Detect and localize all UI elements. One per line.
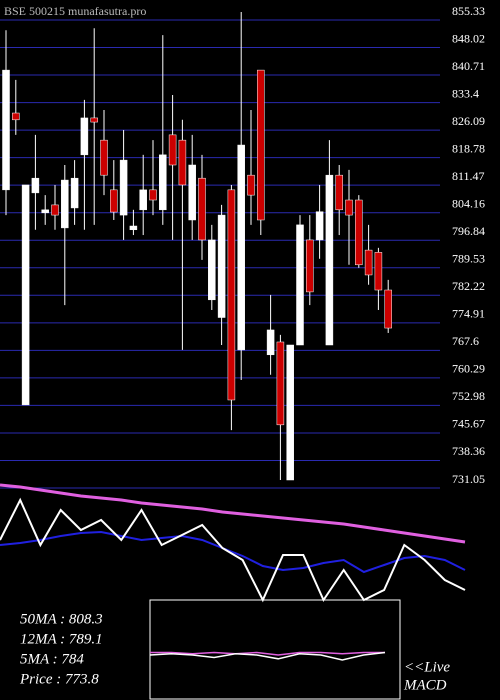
y-tick-label: 796.84: [452, 224, 485, 238]
candle-body: [100, 139, 108, 176]
candle-body: [178, 139, 187, 186]
candle-body: [335, 174, 343, 211]
candle-body: [364, 249, 373, 276]
y-tick-label: 738.36: [452, 444, 485, 458]
candle-body: [247, 174, 255, 196]
candle-body: [90, 117, 98, 123]
y-tick-label: 782.22: [452, 279, 485, 293]
candle-body: [325, 174, 334, 346]
candle-body: [198, 177, 206, 241]
y-tick-label: 760.29: [452, 362, 485, 376]
candle-body: [159, 154, 167, 211]
candle-body: [149, 189, 157, 201]
candle-body: [374, 252, 383, 291]
candle-body: [237, 144, 245, 351]
candle-body: [12, 112, 20, 121]
macd-line: [150, 651, 385, 656]
y-tick-label: 789.53: [452, 252, 485, 266]
macd-line: [149, 651, 386, 661]
y-tick-label: 745.67: [452, 417, 485, 431]
candle-body: [61, 179, 69, 229]
y-tick-label: 826.09: [452, 114, 485, 128]
candle-body: [286, 344, 294, 481]
candle-body: [80, 117, 89, 156]
y-tick-label: 833.4: [452, 86, 479, 100]
chart-title: BSE 500215 munafasutra.pro: [4, 4, 146, 18]
candle-body: [345, 199, 353, 216]
info-label: 5MA : 784: [20, 651, 84, 667]
info-label: 50MA : 808.3: [20, 611, 103, 627]
macd-box: [149, 599, 401, 700]
macd-label: MACD: [403, 677, 447, 693]
candle-body: [208, 239, 216, 301]
candle-body: [70, 177, 79, 209]
y-tick-label: 731.05: [452, 472, 485, 486]
candle-body: [276, 341, 285, 426]
candle-body: [217, 214, 226, 318]
candle-body: [119, 159, 128, 216]
y-tick-label: 767.6: [452, 334, 479, 348]
candle-body: [266, 329, 275, 356]
candle-body: [31, 177, 40, 194]
candle-body: [296, 224, 304, 346]
y-tick-label: 855.33: [452, 4, 485, 18]
y-tick-label: 811.47: [452, 169, 485, 183]
info-label: Price : 773.8: [19, 671, 99, 687]
candle-body: [139, 189, 147, 211]
candle-body: [110, 189, 118, 213]
candle-body: [384, 289, 392, 329]
y-tick-label: 804.16: [452, 196, 485, 210]
indicator-line: [0, 483, 466, 544]
indicator-line: [0, 530, 466, 574]
candle-body: [188, 164, 196, 221]
y-tick-label: 840.71: [452, 59, 485, 73]
macd-label: <<Live: [404, 659, 450, 675]
candle-body: [21, 184, 30, 406]
info-label: 12MA : 789.1: [20, 631, 103, 647]
candle-body: [2, 69, 10, 191]
candle-body: [168, 134, 177, 166]
y-tick-label: 774.91: [452, 307, 485, 321]
y-tick-label: 848.02: [452, 31, 485, 45]
y-tick-label: 752.98: [452, 389, 485, 403]
candle-body: [257, 69, 265, 221]
candle-body: [306, 239, 314, 293]
candle-body: [41, 209, 49, 214]
candle-body: [315, 211, 324, 241]
candle-body: [51, 204, 59, 216]
candle-body: [129, 225, 138, 231]
candle-body: [227, 189, 236, 401]
y-tick-label: 818.78: [452, 141, 485, 155]
indicator-line: [0, 497, 466, 603]
candle-body: [355, 199, 363, 266]
